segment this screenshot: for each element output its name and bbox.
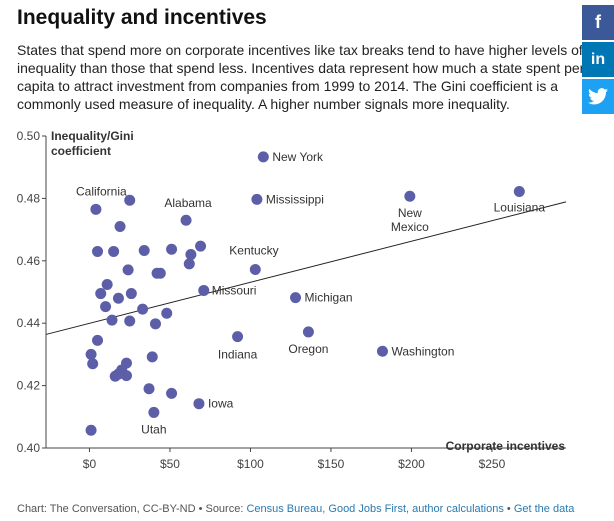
data-point xyxy=(120,370,132,382)
x-tick-label: $250 xyxy=(479,457,506,471)
point-label: Washington xyxy=(391,344,454,358)
data-point xyxy=(95,288,107,300)
data-point xyxy=(185,249,197,261)
x-tick-label: $0 xyxy=(83,457,97,471)
data-point xyxy=(100,301,112,313)
data-point xyxy=(122,264,134,276)
data-point xyxy=(302,326,314,338)
data-point xyxy=(195,240,207,252)
footer-credit: Chart: The Conversation, CC-BY-ND • Sour… xyxy=(17,503,247,515)
data-point xyxy=(101,279,113,291)
point-label: Indiana xyxy=(218,348,258,362)
x-tick-label: $200 xyxy=(398,457,425,471)
data-point xyxy=(180,214,192,226)
data-point xyxy=(124,194,136,206)
data-point xyxy=(251,193,263,205)
data-point xyxy=(232,331,244,343)
y-tick-label: 0.40 xyxy=(17,441,41,455)
y-tick-label: 0.42 xyxy=(17,379,41,393)
data-point xyxy=(513,186,525,198)
data-point xyxy=(138,245,150,257)
point-label: Missouri xyxy=(212,283,257,297)
x-axis-label: Corporate incentives xyxy=(446,439,566,453)
data-point xyxy=(290,292,302,304)
data-point xyxy=(376,345,388,357)
data-point xyxy=(143,383,155,395)
footer-separator: • xyxy=(503,503,514,515)
point-label: Mississippi xyxy=(266,192,324,206)
data-point xyxy=(166,243,178,255)
data-point xyxy=(154,267,166,279)
y-tick-label: 0.46 xyxy=(17,254,41,268)
chart-footer: Chart: The Conversation, CC-BY-ND • Sour… xyxy=(17,503,574,515)
data-point xyxy=(125,288,137,300)
y-axis-label: Inequality/Gini xyxy=(51,129,134,143)
get-data-link[interactable]: Get the data xyxy=(513,503,575,515)
data-point xyxy=(112,292,124,304)
data-point xyxy=(161,307,173,319)
point-label: Oregon xyxy=(288,342,328,356)
data-point xyxy=(193,398,205,410)
y-axis-label-line2: coefficient xyxy=(51,144,111,158)
x-tick-label: $50 xyxy=(160,457,180,471)
chart-subtitle: States that spend more on corporate ince… xyxy=(17,42,585,112)
y-tick-label: 0.50 xyxy=(17,129,41,143)
data-point xyxy=(87,358,99,370)
sources-link[interactable]: Census Bureau, Good Jobs First, author c… xyxy=(246,503,504,515)
data-point xyxy=(404,190,416,202)
data-point xyxy=(92,245,104,257)
chart-title: Inequality and incentives xyxy=(17,6,267,29)
facebook-share-button[interactable]: f xyxy=(582,5,614,40)
y-tick-label: 0.48 xyxy=(17,191,41,205)
twitter-icon xyxy=(588,88,608,105)
point-label: California xyxy=(76,184,127,198)
data-point xyxy=(137,303,149,315)
facebook-icon: f xyxy=(595,12,601,32)
data-point xyxy=(249,264,261,276)
point-label: Kentucky xyxy=(229,244,278,258)
linkedin-share-button[interactable]: in xyxy=(582,42,614,77)
trend-line xyxy=(45,201,567,335)
data-point xyxy=(90,203,102,215)
data-point xyxy=(183,258,195,270)
scatter-chart: 0.40 0.42 0.44 0.46 0.48 0.50 $0 $50 $100 $150 $20… xyxy=(17,129,567,471)
data-point xyxy=(106,314,118,326)
data-point xyxy=(149,318,161,330)
point-label: New Mexico xyxy=(391,206,429,234)
x-tick-label: $150 xyxy=(318,457,345,471)
y-tick-label: 0.44 xyxy=(17,316,41,330)
data-point xyxy=(85,348,97,360)
data-point xyxy=(124,315,136,327)
data-point xyxy=(85,424,97,436)
point-label: Louisiana xyxy=(494,201,546,215)
twitter-share-button[interactable] xyxy=(582,79,614,114)
data-point xyxy=(108,245,120,257)
x-tick-label: $100 xyxy=(237,457,264,471)
data-point xyxy=(166,387,178,399)
point-label: Iowa xyxy=(208,397,234,411)
data-point xyxy=(198,284,210,296)
point-label: Alabama xyxy=(164,196,212,210)
data-point xyxy=(146,351,158,363)
point-label: New York xyxy=(272,150,324,164)
point-label: Utah xyxy=(141,422,166,436)
data-point xyxy=(92,334,104,346)
data-point xyxy=(257,151,269,163)
point-label: Michigan xyxy=(305,291,353,305)
linkedin-icon: in xyxy=(590,50,606,68)
data-point xyxy=(148,406,160,418)
data-point xyxy=(114,220,126,232)
